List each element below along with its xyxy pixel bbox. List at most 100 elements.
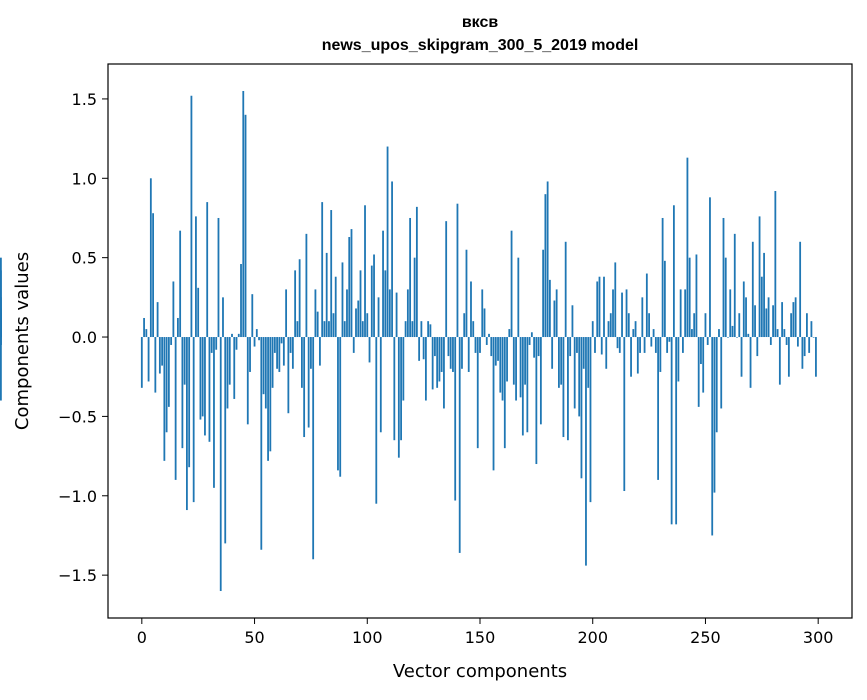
bar-23 [192, 337, 195, 503]
bar-174 [533, 337, 536, 358]
bar-218 [632, 329, 635, 338]
bar-133 [440, 337, 443, 372]
bar-110 [388, 289, 391, 338]
bar-298 [812, 337, 815, 338]
bar-77 [314, 289, 317, 338]
bar-19 [183, 337, 186, 385]
bar-129 [431, 337, 434, 390]
bar-11 [165, 337, 168, 433]
bar-150 [479, 337, 481, 353]
bar-122 [415, 206, 418, 338]
bar-132 [438, 337, 441, 382]
bar-265 [738, 313, 741, 338]
y-tick-label: −1.0 [58, 487, 97, 506]
bar-191 [571, 305, 574, 338]
bar-38 [226, 337, 229, 409]
bar-58 [271, 337, 274, 388]
bar-183 [553, 300, 556, 338]
bar-255 [715, 337, 718, 433]
bar-52 [258, 337, 260, 341]
bar-134 [443, 337, 445, 409]
bar-108 [384, 270, 387, 338]
bar-100 [366, 313, 369, 338]
bar-144 [465, 249, 468, 338]
bar-192 [573, 337, 576, 409]
bar-261 [729, 289, 732, 338]
bar-143 [463, 313, 466, 338]
bar-175 [535, 337, 538, 465]
bar-187 [562, 337, 565, 438]
bar-109 [386, 146, 389, 338]
bar-78 [316, 311, 319, 338]
bar-62 [280, 337, 283, 344]
bar-91 [346, 289, 348, 338]
bar-120 [411, 321, 414, 338]
bar-39 [228, 337, 231, 385]
bar-279 [769, 337, 772, 345]
bar-169 [521, 337, 524, 436]
bar-286 [785, 337, 788, 345]
x-tick-label: 300 [803, 628, 834, 647]
bar-295 [806, 313, 808, 338]
bar-237 [675, 337, 678, 525]
bar-112 [393, 337, 396, 441]
bar-282 [776, 329, 779, 338]
bar-0 [140, 337, 143, 388]
bar-273 [756, 337, 759, 357]
bar-181 [548, 279, 551, 338]
bar-266 [740, 337, 743, 377]
bar-158 [497, 337, 499, 361]
bar-45 [242, 90, 245, 338]
bar-288 [790, 313, 793, 338]
bar-157 [494, 337, 497, 366]
bar-257 [720, 337, 723, 409]
bar-146 [470, 281, 472, 338]
bar-96 [357, 300, 360, 338]
bar-240 [682, 337, 684, 353]
bar-36 [222, 297, 224, 338]
bar-199 [589, 337, 592, 503]
bar-197 [585, 337, 587, 566]
bar-61 [278, 337, 281, 372]
bar-239 [679, 289, 682, 338]
bar-9 [161, 337, 164, 366]
bar-209 [612, 289, 614, 338]
bar-44 [240, 264, 242, 338]
bar-159 [499, 337, 502, 393]
bar-281 [774, 190, 777, 338]
bar-268 [745, 297, 747, 338]
bar-29 [206, 202, 209, 338]
bar-269 [747, 333, 750, 338]
bar-140 [456, 203, 459, 338]
bar-18 [181, 337, 184, 449]
bar-247 [697, 337, 700, 407]
bar-43 [237, 333, 240, 338]
bar-293 [801, 337, 804, 369]
bar-50 [253, 337, 256, 347]
bar-128 [429, 324, 432, 338]
bar-54 [262, 337, 265, 395]
bar-287 [787, 337, 790, 377]
bar-28 [204, 337, 206, 436]
bar-124 [420, 321, 423, 338]
bar-258 [722, 217, 725, 338]
bar-15 [174, 337, 177, 480]
bar-35 [219, 337, 222, 592]
bar-113 [395, 292, 398, 338]
bar-166 [515, 337, 517, 401]
bar-103 [373, 254, 375, 338]
bar-277 [765, 308, 768, 338]
bar-163 [508, 329, 511, 338]
bar-241 [684, 289, 687, 338]
bar-217 [630, 337, 632, 377]
bar-79 [319, 337, 321, 366]
bar-114 [397, 337, 400, 458]
bar-21 [188, 337, 191, 468]
bar-252 [709, 197, 711, 338]
bar-105 [377, 297, 380, 338]
bar-131 [436, 337, 439, 388]
bar-271 [751, 241, 754, 338]
bar-162 [506, 337, 508, 382]
bar-296 [808, 337, 811, 353]
bar-64 [285, 289, 288, 338]
